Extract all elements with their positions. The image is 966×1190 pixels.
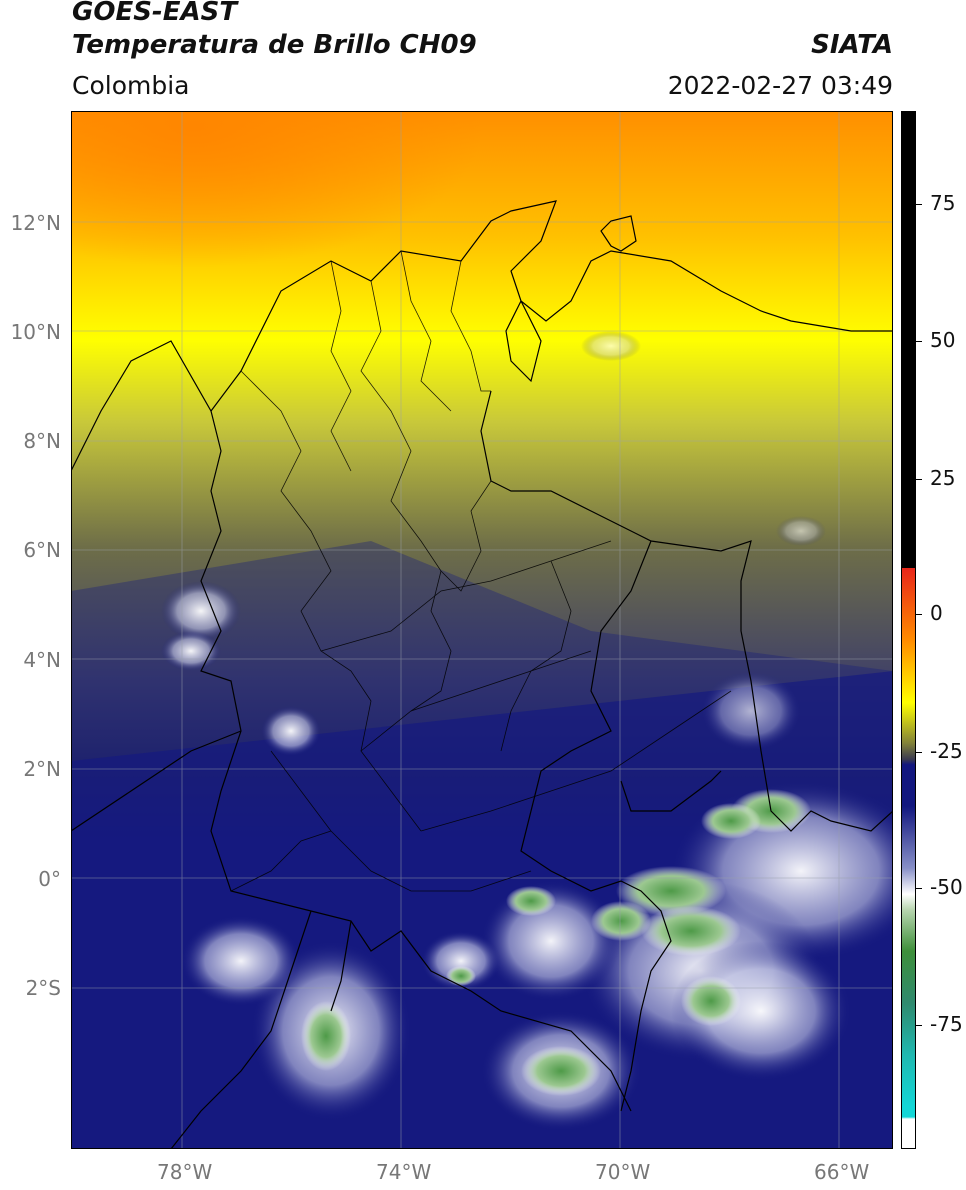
lat-tick-label: 12°N — [10, 211, 61, 235]
lat-tick-label: 2°N — [23, 757, 61, 781]
colorbar-tick — [916, 341, 922, 342]
colorbar-label: -25 — [930, 739, 963, 763]
lat-tick-label: 6°N — [23, 538, 61, 562]
lon-tick-label: 74°W — [376, 1160, 432, 1184]
satellite-title: GOES-EAST — [72, 0, 238, 27]
colorbar-label: 25 — [930, 466, 956, 490]
borders — [71, 200, 893, 1149]
graticule — [71, 111, 893, 1149]
brightness-temperature-map — [71, 111, 893, 1149]
colorbar-tick — [916, 888, 922, 889]
colorbar-tick — [916, 204, 922, 205]
colorbar-label: 50 — [930, 328, 956, 352]
department-borders — [230, 250, 732, 892]
colorbar-tick — [916, 614, 922, 615]
lat-tick-label: 8°N — [23, 429, 61, 453]
lon-tick-label: 70°W — [595, 1160, 651, 1184]
region-label: Colombia — [72, 71, 190, 100]
lat-tick-label: 2°S — [25, 976, 61, 1000]
product-title: Temperatura de Brillo CH09 — [72, 30, 477, 60]
colorbar-label: -75 — [930, 1012, 963, 1036]
cold-cloud-tops — [301, 789, 811, 1096]
lon-tick-label: 78°W — [157, 1160, 213, 1184]
lon-tick-label: 66°W — [814, 1160, 870, 1184]
colorbar-label: 0 — [930, 601, 943, 625]
org-label: SIATA — [811, 30, 893, 60]
datetime-label: 2022-02-27 03:49 — [667, 71, 893, 100]
lat-tick-label: 4°N — [23, 648, 61, 672]
lat-tick-label: 0° — [38, 867, 61, 891]
colorbar — [901, 111, 916, 1149]
lat-tick-label: 10°N — [10, 320, 61, 344]
colorbar-label: -50 — [930, 875, 963, 899]
colorbar-tick — [916, 752, 922, 753]
colorbar-tick — [916, 1025, 922, 1026]
colorbar-label: 75 — [930, 191, 956, 215]
colorbar-tick — [916, 479, 922, 480]
